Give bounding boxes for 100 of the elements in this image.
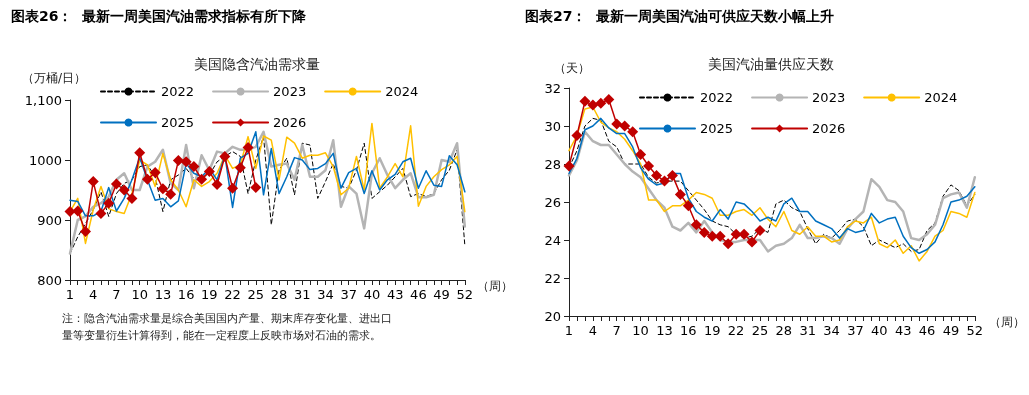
x-tick-label: 7 (112, 287, 121, 302)
point (165, 188, 177, 200)
legend-label: 2022 (700, 90, 734, 105)
x-tick-label: 25 (751, 323, 769, 338)
point (706, 230, 718, 242)
y-axis-title: （万桶/日） (22, 71, 87, 85)
y-tick-label: 1000 (28, 152, 62, 168)
x-tick-label: 28 (775, 323, 793, 338)
point (72, 205, 84, 217)
point (172, 155, 184, 167)
point (651, 169, 663, 181)
point (603, 93, 615, 105)
x-tick-label: 34 (317, 287, 334, 302)
x-tick-label: 43 (386, 287, 404, 302)
point (188, 161, 200, 173)
x-tick-label: 16 (177, 287, 195, 302)
legend-label: 2023 (812, 90, 846, 105)
chart-title: 图表27： 最新一周美国汽油可供应天数小幅上升 (525, 8, 835, 24)
x-tick-label: 1 (65, 287, 75, 302)
y-tick-label: 32 (544, 80, 561, 96)
x-tick-label: 52 (456, 287, 474, 302)
x-tick-label: 52 (966, 323, 984, 338)
point (211, 179, 223, 191)
point (126, 192, 138, 204)
point (571, 130, 583, 141)
point (619, 120, 631, 132)
point (722, 238, 734, 250)
x-tick-label: 40 (871, 323, 888, 338)
point (595, 97, 607, 109)
y-tick-label: 30 (544, 118, 561, 134)
point (149, 167, 161, 179)
x-tick-label: 40 (363, 287, 381, 302)
point (666, 169, 678, 181)
x-tick-label: 49 (433, 287, 450, 302)
x-tick-label: 4 (89, 287, 98, 302)
x-tick-label: 22 (727, 323, 745, 338)
y-tick-label: 28 (544, 156, 561, 172)
x-tick-label: 31 (799, 323, 816, 338)
x-axis-title: （周） (477, 279, 513, 293)
x-tick-label: 49 (942, 323, 960, 338)
point (643, 160, 655, 172)
point (250, 182, 262, 194)
x-tick-label: 7 (612, 323, 621, 338)
y-tick-label: 24 (544, 232, 561, 248)
legend-label: 2025 (700, 121, 734, 136)
point (746, 236, 758, 248)
point (219, 150, 231, 162)
point (627, 126, 639, 138)
point (157, 183, 169, 195)
x-tick-label: 10 (131, 287, 148, 302)
y-tick-label: 20 (544, 308, 561, 324)
legend-label: 2026 (812, 121, 846, 136)
x-tick-label: 37 (847, 323, 864, 338)
point (87, 176, 99, 188)
point (754, 225, 766, 236)
point (134, 147, 146, 159)
point (579, 95, 591, 107)
x-tick-label: 28 (270, 287, 288, 302)
x-tick-label: 16 (680, 323, 697, 338)
point (180, 156, 192, 168)
x-tick-label: 19 (201, 287, 218, 302)
legend-label: 2024 (385, 84, 419, 99)
chart-title: 图表26： 最新一周美国汽油需求指标有所下降 (11, 8, 308, 24)
line-series (69, 131, 466, 217)
legend-label: 2026 (273, 115, 307, 130)
point (203, 165, 215, 177)
y-tick-label: 900 (37, 212, 62, 228)
point (698, 226, 710, 238)
x-tick-label: 31 (293, 287, 311, 302)
text: 注：隐含汽油需求量是综合美国国内产量、期末库存变化量、进出口量等变量衍生计算得到，能在一定程度上反映市场对石油的需求。 (62, 311, 392, 341)
point (690, 219, 702, 231)
x-tick-label: 43 (894, 323, 912, 338)
point (587, 99, 599, 111)
y-tick-label: 26 (544, 194, 561, 210)
x-tick-label: 19 (703, 323, 721, 338)
legend-label: 2023 (273, 84, 307, 99)
point (196, 173, 208, 185)
x-tick-label: 10 (632, 323, 649, 338)
legend-label: 2022 (161, 84, 195, 99)
x-tick-label: 22 (224, 287, 241, 302)
x-axis-title: （周） (989, 315, 1025, 329)
x-tick-label: 46 (410, 287, 427, 302)
chart-subtitle: 美国隐含汽油需求量 (194, 56, 320, 72)
point (242, 141, 254, 153)
point (635, 149, 647, 160)
x-tick-label: 46 (918, 323, 936, 338)
y-tick-label: 22 (544, 270, 561, 286)
point (118, 184, 130, 196)
x-tick-label: 37 (340, 287, 357, 302)
x-tick-label: 1 (564, 323, 574, 338)
point (141, 173, 153, 185)
y-axis-title: （天） (554, 61, 590, 75)
point (563, 160, 575, 172)
point (611, 118, 623, 130)
chart-subtitle: 美国汽油量供应天数 (708, 56, 834, 72)
y-tick-label: 1,100 (24, 92, 62, 108)
y-tick-label: 800 (37, 272, 62, 288)
point (103, 197, 115, 209)
point (682, 200, 694, 212)
legend-label: 2024 (924, 90, 958, 105)
